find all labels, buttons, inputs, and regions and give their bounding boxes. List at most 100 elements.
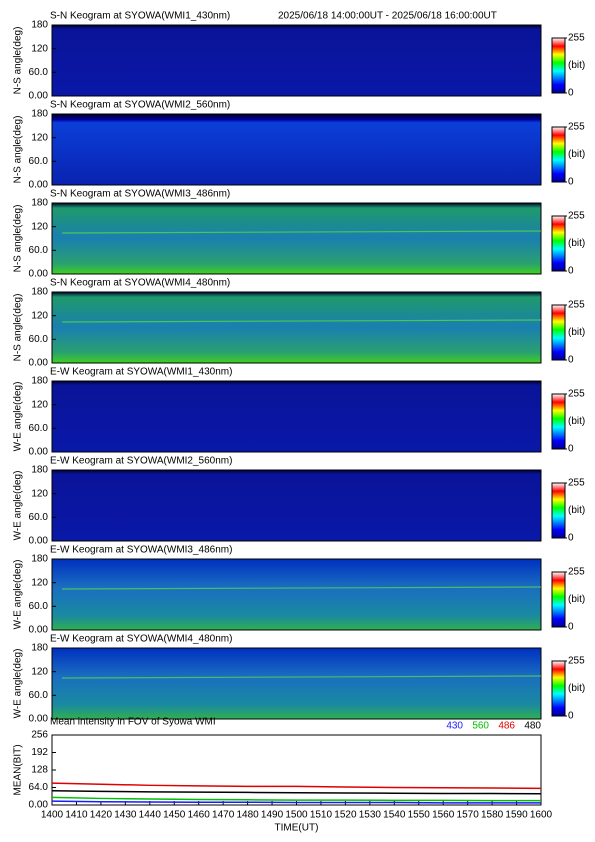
colorbar — [551, 660, 566, 717]
y-tick-label: 180 — [31, 554, 48, 565]
x-axis-label: TIME(UT) — [275, 823, 319, 834]
x-tick-label: 1460 — [188, 810, 211, 821]
y-tick-label: 180 — [31, 20, 48, 31]
x-tick-label: 1440 — [139, 810, 162, 821]
colorbar-label: (bit) — [568, 60, 585, 71]
colorbar — [551, 393, 566, 450]
x-tick-label: 1430 — [114, 810, 137, 821]
panel-title: E-W Keogram at SYOWA(WMI4_480nm) — [50, 634, 232, 645]
keogram-image — [51, 647, 542, 720]
y-tick-label: 120 — [31, 399, 48, 410]
y-axis-label: W-E angle(deg) — [13, 471, 24, 541]
colorbar-tick-label: 0 — [568, 88, 574, 99]
y-axis-label: W-E angle(deg) — [13, 649, 24, 719]
y-tick-label: 180 — [31, 376, 48, 387]
y-tick-label: 60.0 — [29, 601, 49, 612]
colorbar-tick-label: 255 — [568, 478, 585, 489]
keogram-image — [51, 202, 542, 275]
colorbar-tick-label: 0 — [568, 266, 574, 277]
legend-entry: 480 — [524, 721, 541, 732]
keogram-image — [51, 558, 542, 631]
y-tick-label: 0.00 — [29, 358, 49, 369]
x-tick-label: 1470 — [212, 810, 235, 821]
panel-title: S-N Keogram at SYOWA(WMI3_486nm) — [50, 189, 230, 200]
colorbar-label: (bit) — [568, 238, 585, 249]
y-tick-label: 0.00 — [29, 536, 49, 547]
keogram-image — [51, 24, 542, 97]
colorbar — [551, 215, 566, 272]
x-tick-label: 1520 — [334, 810, 357, 821]
y-tick-label: 0.00 — [29, 447, 49, 458]
legend-entry: 560 — [472, 721, 489, 732]
y-tick-label: 0.00 — [29, 269, 49, 280]
x-tick-label: 1540 — [383, 810, 406, 821]
x-tick-label: 1500 — [285, 810, 308, 821]
aurora-band — [61, 675, 542, 679]
chart-title: Mean intensity in FOV of Syowa WMI — [50, 717, 216, 728]
legend-entry: 430 — [446, 721, 463, 732]
y-tick-label: 0.00 — [29, 800, 49, 811]
y-tick-label: 180 — [31, 198, 48, 209]
y-tick-label: 120 — [31, 488, 48, 499]
y-tick-label: 120 — [31, 577, 48, 588]
colorbar-tick-label: 255 — [568, 211, 585, 222]
colorbar-tick-label: 255 — [568, 567, 585, 578]
colorbar-label: (bit) — [568, 149, 585, 160]
y-tick-label: 64.0 — [29, 782, 49, 793]
aurora-band — [61, 586, 542, 590]
colorbar-label: (bit) — [568, 683, 585, 694]
legend-entry: 486 — [498, 721, 515, 732]
colorbar — [551, 304, 566, 361]
y-axis-label: W-E angle(deg) — [13, 560, 24, 630]
series-line — [51, 782, 542, 790]
panel-title: E-W Keogram at SYOWA(WMI3_486nm) — [50, 545, 232, 556]
y-tick-label: 192 — [31, 747, 48, 758]
y-axis-label: N-S angle(deg) — [13, 116, 24, 184]
x-tick-label: 1580 — [481, 810, 504, 821]
y-tick-label: 0.00 — [29, 625, 49, 636]
aurora-band — [61, 230, 542, 234]
x-tick-label: 1530 — [359, 810, 382, 821]
colorbar-tick-label: 0 — [568, 444, 574, 455]
keogram-image — [51, 469, 542, 542]
colorbar-tick-label: 255 — [568, 389, 585, 400]
x-tick-label: 1590 — [505, 810, 528, 821]
x-tick-label: 1550 — [408, 810, 431, 821]
y-tick-label: 120 — [31, 310, 48, 321]
y-tick-label: 0.00 — [29, 91, 49, 102]
y-tick-label: 60.0 — [29, 334, 49, 345]
x-tick-label: 1600 — [530, 810, 553, 821]
panel-title: S-N Keogram at SYOWA(WMI1_430nm) — [50, 11, 230, 22]
x-tick-label: 1450 — [163, 810, 186, 821]
series-line — [51, 796, 541, 802]
y-tick-label: 60.0 — [29, 245, 49, 256]
y-tick-label: 256 — [31, 730, 48, 741]
y-tick-label: 60.0 — [29, 512, 49, 523]
y-axis-label: N-S angle(deg) — [13, 27, 24, 95]
y-tick-label: 60.0 — [29, 67, 49, 78]
y-tick-label: 120 — [31, 666, 48, 677]
colorbar-tick-label: 0 — [568, 711, 574, 722]
x-tick-label: 1400 — [41, 810, 64, 821]
keogram-image — [51, 113, 542, 186]
time-range: 2025/06/18 14:00:00UT - 2025/06/18 16:00… — [278, 11, 497, 22]
y-tick-label: 0.00 — [29, 714, 49, 725]
aurora-band — [61, 319, 542, 323]
keogram-image — [51, 380, 542, 453]
y-tick-label: 60.0 — [29, 156, 49, 167]
colorbar — [551, 482, 566, 539]
panel-title: S-N Keogram at SYOWA(WMI2_560nm) — [50, 100, 230, 111]
y-axis-label: W-E angle(deg) — [13, 382, 24, 452]
y-tick-label: 180 — [31, 465, 48, 476]
colorbar — [551, 126, 566, 183]
colorbar-label: (bit) — [568, 416, 585, 427]
x-tick-label: 1510 — [310, 810, 333, 821]
y-tick-label: 60.0 — [29, 690, 49, 701]
x-tick-label: 1560 — [432, 810, 455, 821]
y-tick-label: 60.0 — [29, 423, 49, 434]
y-axis-label: N-S angle(deg) — [13, 294, 24, 362]
series-line — [51, 790, 542, 795]
colorbar — [551, 571, 566, 628]
colorbar-tick-label: 255 — [568, 300, 585, 311]
